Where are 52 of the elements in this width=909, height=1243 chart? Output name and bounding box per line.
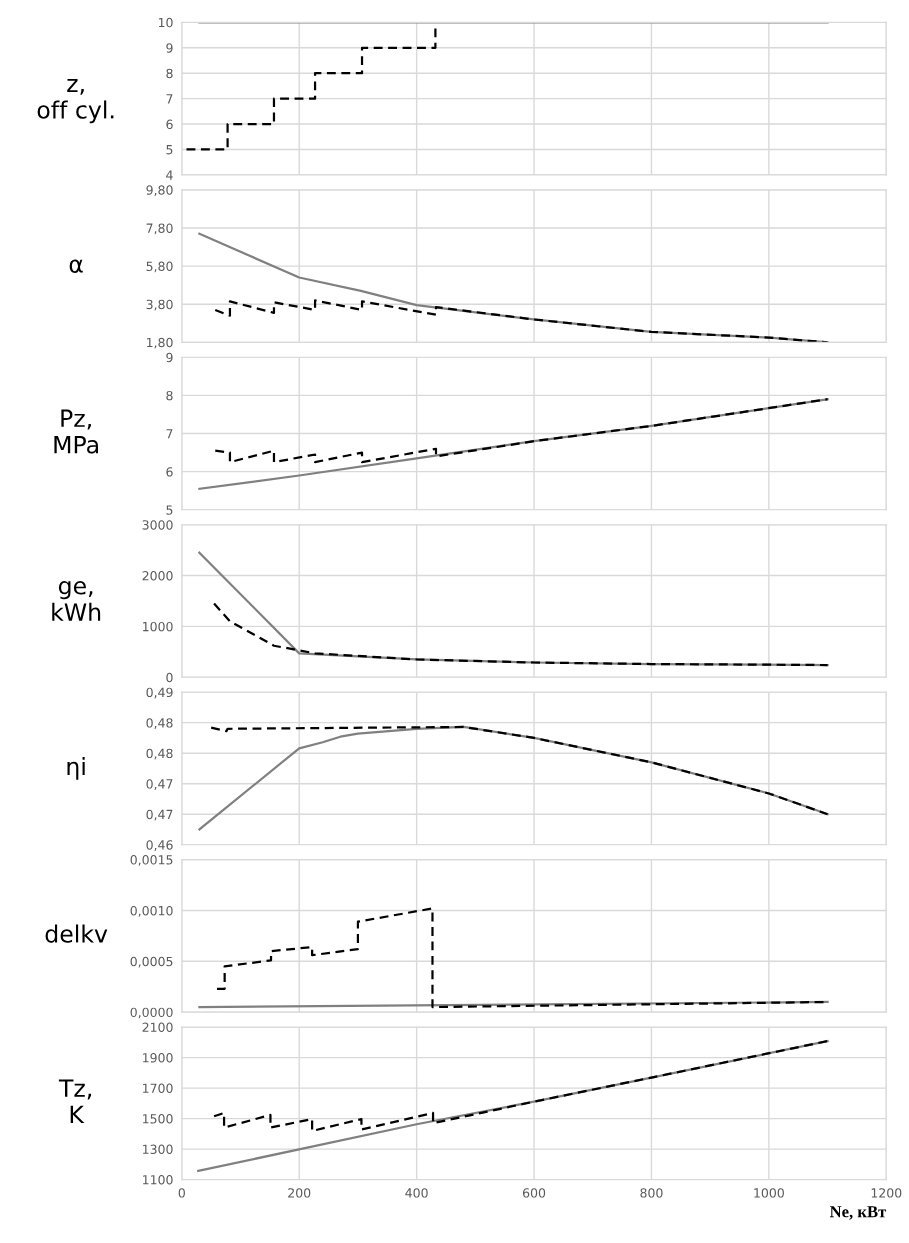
y-tick-label: 7 — [166, 94, 173, 104]
x-tick-label: 0 — [178, 1188, 185, 1198]
y-tick-label: 9 — [166, 352, 173, 363]
y-tick-label: 1300 — [143, 1144, 173, 1155]
y-axis-title: Tz, K — [58, 1079, 91, 1124]
y-tick-label: 5,80 — [146, 261, 173, 273]
x-tick-label: 400 — [405, 1188, 428, 1198]
y-axis-title: delkv — [45, 924, 108, 943]
y-tick-label: 3000 — [142, 520, 173, 530]
y-tick-label: 0,47 — [146, 779, 173, 790]
y-tick-label: 0,0000 — [130, 1007, 173, 1019]
y-tick-label: 6 — [166, 467, 173, 477]
y-tick-label: 7 — [166, 429, 173, 439]
y-tick-label: 6 — [166, 119, 173, 129]
y-tick-label: 0,46 — [146, 840, 173, 851]
y-tick-label: 0,49 — [146, 687, 173, 699]
y-tick-label: 3,80 — [146, 299, 173, 311]
y-tick-label: 0,48 — [146, 748, 173, 760]
y-tick-label: 5 — [166, 505, 173, 515]
y-axis-title: Pz, MPa — [54, 409, 98, 454]
y-tick-label: 2000 — [142, 571, 173, 581]
y-tick-label: 0,48 — [146, 718, 173, 729]
x-axis-title: Ne, кВт — [829, 1206, 887, 1220]
y-tick-label: 0,0010 — [130, 905, 173, 917]
y-tick-label: 9,80 — [146, 185, 173, 197]
y-tick-label: 1,80 — [147, 337, 173, 349]
y-tick-label: 7,80 — [146, 223, 173, 235]
x-tick-label: 200 — [288, 1188, 311, 1198]
y-tick-label: 2100 — [142, 1022, 173, 1032]
y-tick-label: 4 — [166, 170, 173, 180]
y-tick-label: 10 — [158, 17, 173, 28]
y-tick-label: 1100 — [143, 1175, 173, 1185]
y-tick-label: 8 — [166, 68, 173, 79]
x-tick-label: 800 — [640, 1188, 663, 1198]
y-tick-label: 1000 — [143, 621, 173, 632]
y-tick-label: 9 — [166, 43, 173, 53]
y-tick-label: 0 — [166, 672, 173, 683]
y-tick-label: 5 — [166, 145, 173, 155]
y-axis-title: ηi — [67, 757, 85, 780]
y-tick-label: 0,0005 — [130, 956, 173, 968]
y-tick-label: 8 — [166, 390, 173, 401]
y-tick-label: 1700 — [143, 1083, 173, 1094]
y-tick-label: 1900 — [143, 1053, 173, 1063]
y-axis-title: α — [69, 259, 83, 273]
y-axis-title: z, off cyl. — [37, 79, 114, 124]
x-tick-label: 600 — [522, 1188, 546, 1198]
y-tick-label: 0,0015 — [130, 855, 173, 866]
y-tick-label: 0,47 — [146, 809, 173, 821]
x-tick-label: 1000 — [754, 1188, 784, 1198]
y-axis-title: ge, kWh — [52, 581, 101, 621]
x-tick-label: 1200 — [871, 1188, 902, 1198]
y-tick-label: 1500 — [143, 1114, 173, 1124]
